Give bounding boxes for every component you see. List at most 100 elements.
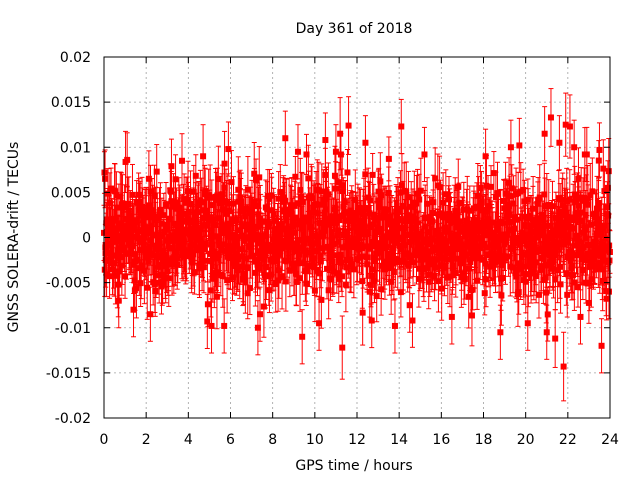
data-point-marker xyxy=(199,253,206,260)
data-point-marker xyxy=(271,226,278,233)
data-point-marker xyxy=(440,247,447,254)
data-point-marker xyxy=(156,279,163,286)
data-point-marker xyxy=(458,255,465,262)
data-point-marker xyxy=(183,253,190,260)
data-point-marker xyxy=(350,266,357,273)
data-point-marker xyxy=(256,255,263,262)
data-point-marker xyxy=(307,249,314,256)
data-point-marker xyxy=(252,176,259,183)
data-point-marker xyxy=(368,272,375,279)
data-point-marker xyxy=(313,248,320,255)
data-point-marker xyxy=(457,237,464,244)
data-point-marker xyxy=(239,246,246,253)
data-point-marker xyxy=(244,290,251,297)
data-point-marker xyxy=(274,231,281,238)
data-point-marker xyxy=(337,251,344,258)
data-point-marker xyxy=(315,187,322,194)
data-point-marker xyxy=(181,196,188,203)
data-point-marker xyxy=(192,172,199,179)
data-point-marker xyxy=(442,191,449,198)
data-point-marker xyxy=(318,296,325,303)
data-point-marker xyxy=(198,199,205,206)
data-point-marker xyxy=(409,213,416,220)
data-point-marker xyxy=(280,194,287,201)
data-point-marker xyxy=(435,236,442,243)
data-point-marker xyxy=(299,198,306,205)
data-point-marker xyxy=(191,269,198,276)
data-point-marker xyxy=(213,196,220,203)
data-point-marker xyxy=(352,196,359,203)
data-point-marker xyxy=(388,223,395,230)
data-point-marker xyxy=(214,233,221,240)
data-point-marker xyxy=(342,209,349,216)
data-point-marker xyxy=(265,220,272,227)
data-point-marker xyxy=(432,175,439,182)
data-point-marker xyxy=(162,274,169,281)
data-point-marker xyxy=(328,249,335,256)
data-point xyxy=(378,232,385,300)
data-point xyxy=(385,136,392,182)
data-point-marker xyxy=(359,309,366,316)
data-point-marker xyxy=(425,278,432,285)
data-point-marker xyxy=(295,200,302,207)
data-point-marker xyxy=(373,250,380,257)
data-point xyxy=(246,261,253,316)
data-point-marker xyxy=(129,191,136,198)
data-point-marker xyxy=(122,273,129,280)
data-point-marker xyxy=(244,186,251,193)
data-point-marker xyxy=(131,222,138,229)
data-point-marker xyxy=(275,247,282,254)
data-point-marker xyxy=(372,235,379,242)
data-point-marker xyxy=(146,202,153,209)
data-point-marker xyxy=(145,175,152,182)
data-point-marker xyxy=(272,256,279,263)
data-point-marker xyxy=(335,238,342,245)
data-point-marker xyxy=(130,261,137,268)
data-point-marker xyxy=(324,265,331,272)
data-point-marker xyxy=(306,214,313,221)
data-point-marker xyxy=(397,289,404,296)
data-point xyxy=(254,233,261,297)
data-point-marker xyxy=(220,241,227,248)
data-point-marker xyxy=(113,192,120,199)
data-point-marker xyxy=(453,255,460,262)
data-point-marker xyxy=(228,179,235,186)
data-point-marker xyxy=(200,264,207,271)
data-point-marker xyxy=(236,263,243,270)
data-point-marker xyxy=(158,220,165,227)
data-point-marker xyxy=(262,272,269,279)
data-point-marker xyxy=(211,221,218,228)
data-point-marker xyxy=(334,232,341,239)
data-point-marker xyxy=(198,239,205,246)
data-point-marker xyxy=(239,223,246,230)
data-point-marker xyxy=(392,256,399,263)
data-point-marker xyxy=(301,236,308,243)
data-point-marker xyxy=(135,235,142,242)
data-point-marker xyxy=(329,213,336,220)
data-point-marker xyxy=(449,237,456,244)
data-point-marker xyxy=(441,263,448,270)
data-point-marker xyxy=(141,233,148,240)
data-point-marker xyxy=(111,260,118,267)
data-point xyxy=(344,149,351,196)
data-point xyxy=(359,279,366,346)
data-point-marker xyxy=(336,179,343,186)
data-point-marker xyxy=(230,200,237,207)
data-point-marker xyxy=(429,218,436,225)
data-point-marker xyxy=(316,233,323,240)
data-point-marker xyxy=(134,256,141,263)
data-point-marker xyxy=(180,210,187,217)
data-point-marker xyxy=(165,275,172,282)
data-point-marker xyxy=(378,192,385,199)
data-point-marker xyxy=(378,262,385,269)
data-point-marker xyxy=(215,176,222,183)
data-point-marker xyxy=(296,275,303,282)
data-point-marker xyxy=(317,258,324,265)
data-point-marker xyxy=(422,223,429,230)
data-point-marker xyxy=(409,317,416,324)
data-point-marker xyxy=(105,190,112,197)
data-point-marker xyxy=(268,207,275,214)
data-point-marker xyxy=(117,238,124,245)
data-point-marker xyxy=(314,210,321,217)
data-point-marker xyxy=(266,195,273,202)
